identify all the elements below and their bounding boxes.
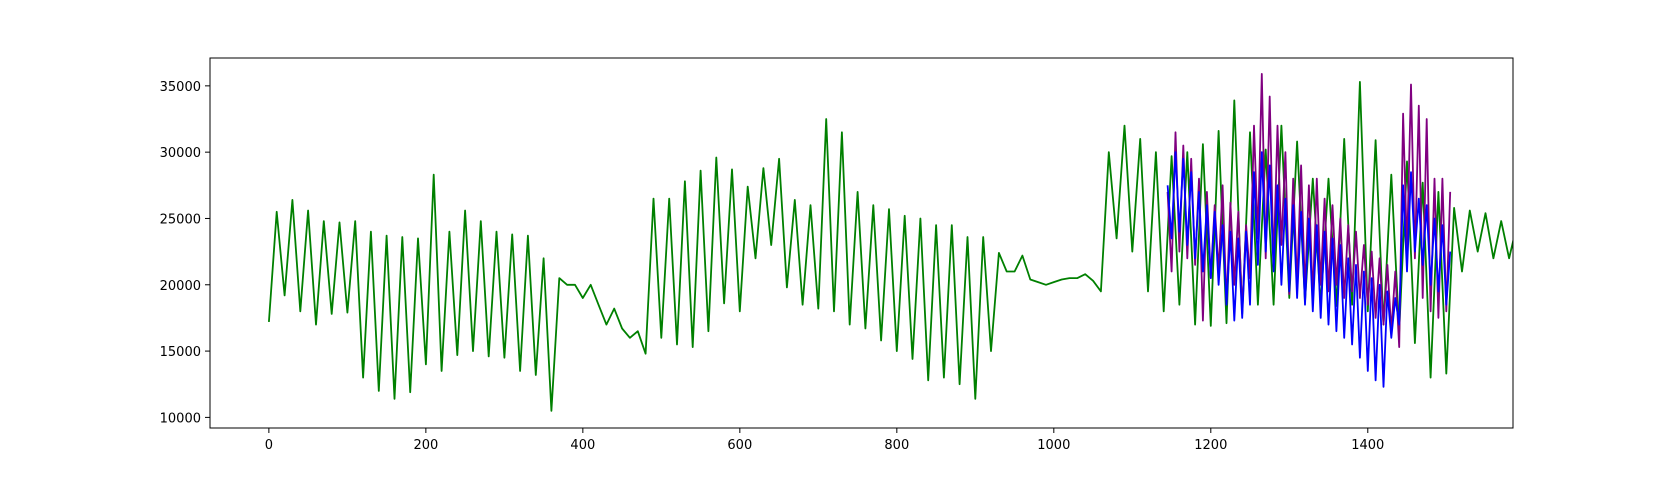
series-layer	[268, 73, 1513, 412]
x-tick-label: 200	[413, 438, 438, 453]
series-line-forecast	[1166, 151, 1452, 388]
y-tick-label: 35000	[160, 80, 201, 95]
y-tick-label: 30000	[160, 146, 201, 161]
x-tick-label: 800	[884, 438, 909, 453]
y-tick-label: 10000	[160, 411, 201, 426]
x-tick-label: 1000	[1037, 438, 1070, 453]
plot-frame	[209, 57, 1514, 429]
y-tick-label: 25000	[160, 212, 201, 227]
series-line-actual	[1166, 73, 1452, 349]
series-line-history	[268, 81, 1513, 412]
axes-layer: 0 200 400 600 800 1000 1200 1400 10000 15000 20000…	[160, 57, 1514, 453]
y-tick-label: 20000	[160, 279, 201, 294]
x-tick-label: 600	[727, 438, 752, 453]
x-tick-label: 0	[265, 438, 273, 453]
y-tick-label: 15000	[160, 345, 201, 360]
x-tick-label: 400	[570, 438, 595, 453]
x-tick-label: 1400	[1351, 438, 1384, 453]
x-tick-label: 1200	[1194, 438, 1227, 453]
